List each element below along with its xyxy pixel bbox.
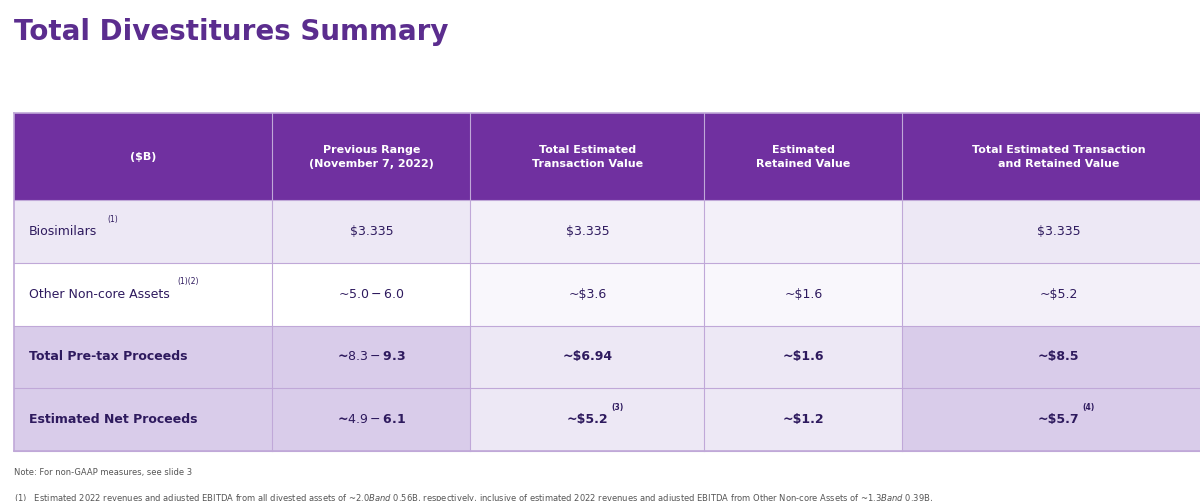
Text: ~$5.7: ~$5.7 <box>1038 413 1079 426</box>
Text: Estimated
Retained Value: Estimated Retained Value <box>756 145 851 168</box>
Text: ~$5.2: ~$5.2 <box>1039 288 1078 301</box>
Text: ~$8.5: ~$8.5 <box>1038 351 1079 363</box>
Text: $3.335: $3.335 <box>1037 225 1080 238</box>
Text: ~$5.0 - $6.0: ~$5.0 - $6.0 <box>338 288 404 301</box>
Text: ~$1.2: ~$1.2 <box>782 413 824 426</box>
Text: ~$3.6: ~$3.6 <box>569 288 606 301</box>
Text: Total Divestitures Summary: Total Divestitures Summary <box>14 18 449 46</box>
Text: ~$1.6: ~$1.6 <box>785 288 822 301</box>
Text: Previous Range
(November 7, 2022): Previous Range (November 7, 2022) <box>308 145 434 168</box>
Text: (3): (3) <box>612 403 624 411</box>
Text: ~$4.9 - $6.1: ~$4.9 - $6.1 <box>337 413 406 426</box>
Text: Note: For non-GAAP measures, see slide 3: Note: For non-GAAP measures, see slide 3 <box>14 468 192 477</box>
Text: (1)   Estimated 2022 revenues and adjusted EBITDA from all divested assets of ~$: (1) Estimated 2022 revenues and adjusted… <box>14 492 934 501</box>
Text: ~$6.94: ~$6.94 <box>563 351 612 363</box>
Text: Other Non-core Assets: Other Non-core Assets <box>29 288 169 301</box>
Text: (4): (4) <box>1082 403 1094 411</box>
Text: (1)(2): (1)(2) <box>178 278 199 286</box>
Text: ~$5.2: ~$5.2 <box>566 413 608 426</box>
Text: ~$8.3 - $9.3: ~$8.3 - $9.3 <box>337 351 406 363</box>
Text: $3.335: $3.335 <box>565 225 610 238</box>
Text: ~$1.6: ~$1.6 <box>782 351 824 363</box>
Text: Total Estimated Transaction
and Retained Value: Total Estimated Transaction and Retained… <box>972 145 1145 168</box>
Text: Total Estimated
Transaction Value: Total Estimated Transaction Value <box>532 145 643 168</box>
Text: Estimated Net Proceeds: Estimated Net Proceeds <box>29 413 197 426</box>
Text: Biosimilars: Biosimilars <box>29 225 97 238</box>
Text: (1): (1) <box>108 215 119 223</box>
Text: Total Pre-tax Proceeds: Total Pre-tax Proceeds <box>29 351 187 363</box>
Text: ($B): ($B) <box>131 152 156 161</box>
Text: $3.335: $3.335 <box>349 225 394 238</box>
